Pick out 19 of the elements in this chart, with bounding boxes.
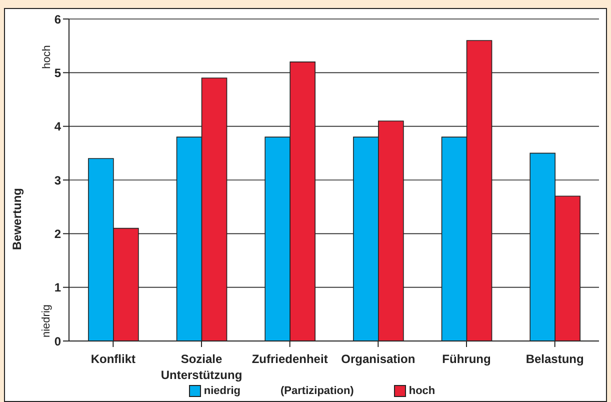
x-tick-label: Führung xyxy=(442,352,491,366)
y-tick-label: 5 xyxy=(54,66,62,80)
y-axis-title: Bewertung xyxy=(10,188,24,250)
legend-title: (Partizipation) xyxy=(280,385,354,397)
legend-label: hoch xyxy=(408,385,436,397)
y-tick-label: 6 xyxy=(54,12,62,26)
x-tick-label: Belastung xyxy=(526,352,584,366)
x-tick-label: Zufriedenheit xyxy=(252,352,328,366)
x-tick-label: Konflikt xyxy=(90,352,136,366)
y-tick-label: 2 xyxy=(54,226,62,241)
legend-label: niedrig xyxy=(204,385,241,397)
y-tick-label: 1 xyxy=(54,280,62,295)
text: hoch xyxy=(41,45,54,69)
y-tick-label: 4 xyxy=(54,120,62,134)
text: niedrig xyxy=(41,304,53,338)
x-tick-label: Soziale Unterstützung xyxy=(160,352,242,382)
x-tick-label: Organisation xyxy=(341,352,416,366)
y-tick-label: 0 xyxy=(54,334,62,348)
y-tick-label: 3 xyxy=(54,173,62,188)
